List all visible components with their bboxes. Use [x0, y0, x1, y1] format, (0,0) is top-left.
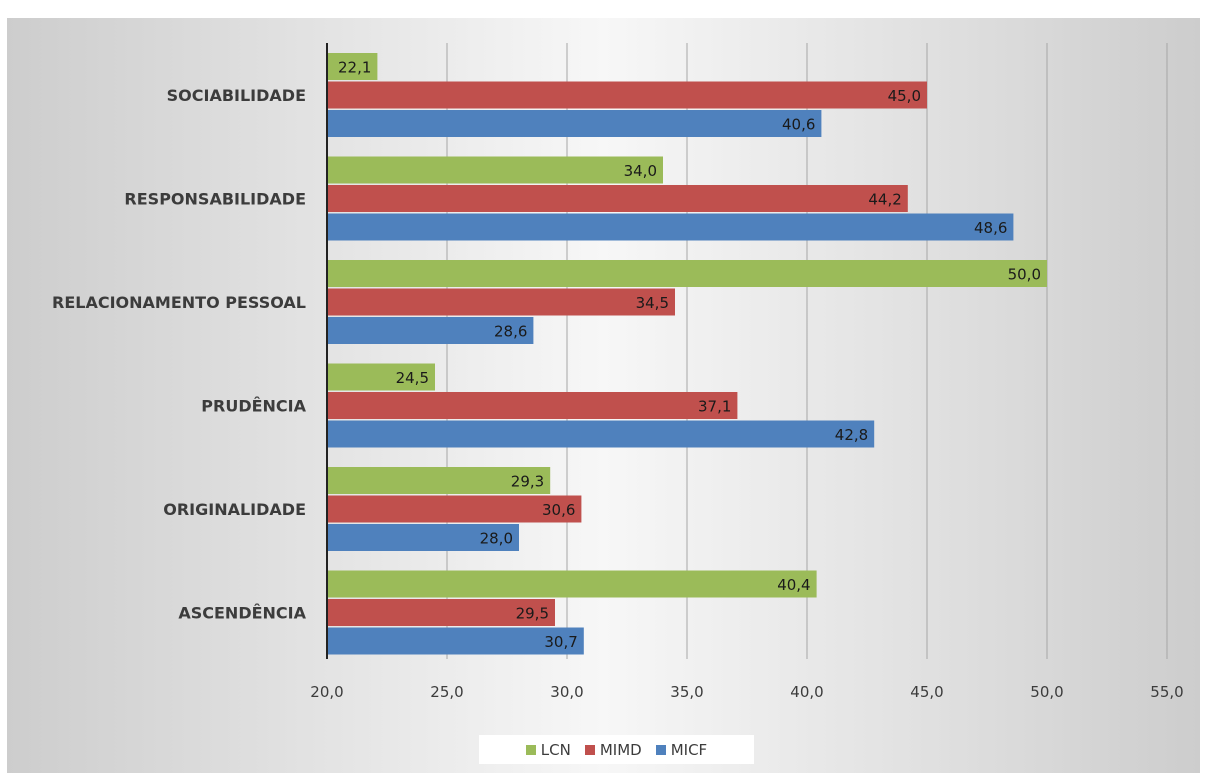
data-label: 30,7	[544, 633, 577, 651]
x-tick-label: 35,0	[670, 683, 703, 701]
bar-mimd	[327, 495, 582, 523]
bar-lcn	[327, 53, 378, 80]
bar-lcn	[327, 363, 435, 391]
legend-swatch	[655, 744, 666, 755]
bar-mimd	[327, 81, 927, 109]
bar-lcn	[327, 156, 663, 184]
legend-item-mimd: MIMD	[584, 740, 642, 759]
data-label: 40,6	[782, 116, 815, 134]
x-tick-label: 30,0	[550, 683, 583, 701]
category-label: ORIGINALIDADE	[163, 500, 306, 519]
data-label: 40,4	[777, 576, 810, 594]
bar-micf	[327, 213, 1014, 241]
data-label: 22,1	[338, 59, 371, 77]
category-label: PRUDÊNCIA	[201, 397, 306, 416]
legend-item-lcn: LCN	[525, 740, 571, 759]
category-label: RESPONSABILIDADE	[124, 190, 306, 209]
data-label: 24,5	[396, 369, 429, 387]
bar-micf	[327, 317, 534, 344]
bar-mimd	[327, 185, 908, 212]
legend-label: LCN	[540, 740, 571, 759]
x-tick-label: 45,0	[910, 683, 943, 701]
bar-micf	[327, 420, 875, 448]
bar-mimd	[327, 392, 738, 419]
bar-mimd	[327, 288, 675, 316]
bar-lcn	[327, 570, 817, 598]
data-label: 50,0	[1008, 266, 1041, 284]
bar-micf	[327, 524, 519, 551]
legend-swatch	[525, 744, 536, 755]
data-label: 30,6	[542, 501, 575, 519]
x-tick-label: 40,0	[790, 683, 823, 701]
x-tick-label: 50,0	[1030, 683, 1063, 701]
data-label: 48,6	[974, 219, 1007, 237]
x-tick-label: 25,0	[430, 683, 463, 701]
category-label: ASCENDÊNCIA	[178, 604, 306, 623]
data-label: 29,5	[516, 605, 549, 623]
bar-micf	[327, 110, 822, 137]
data-label: 28,0	[480, 530, 513, 548]
data-label: 34,5	[636, 294, 669, 312]
category-label: SOCIABILIDADE	[167, 86, 306, 105]
data-label: 42,8	[835, 426, 868, 444]
data-label: 28,6	[494, 323, 527, 341]
x-tick-label: 20,0	[310, 683, 343, 701]
data-label: 37,1	[698, 398, 731, 416]
legend-swatch	[584, 744, 595, 755]
legend-label: MICF	[670, 740, 708, 759]
bar-lcn	[327, 467, 551, 494]
data-label: 34,0	[624, 162, 657, 180]
bar-mimd	[327, 599, 555, 626]
legend: LCN MIMD MICF	[479, 735, 754, 764]
category-label: RELACIONAMENTO PESSOAL	[52, 293, 306, 312]
bar-micf	[327, 627, 584, 655]
data-label: 45,0	[888, 87, 921, 105]
bar-lcn	[327, 260, 1047, 287]
data-label: 29,3	[511, 473, 544, 491]
legend-item-micf: MICF	[655, 740, 708, 759]
x-tick-label: 55,0	[1150, 683, 1183, 701]
data-label: 44,2	[868, 191, 901, 209]
legend-label: MIMD	[599, 740, 642, 759]
